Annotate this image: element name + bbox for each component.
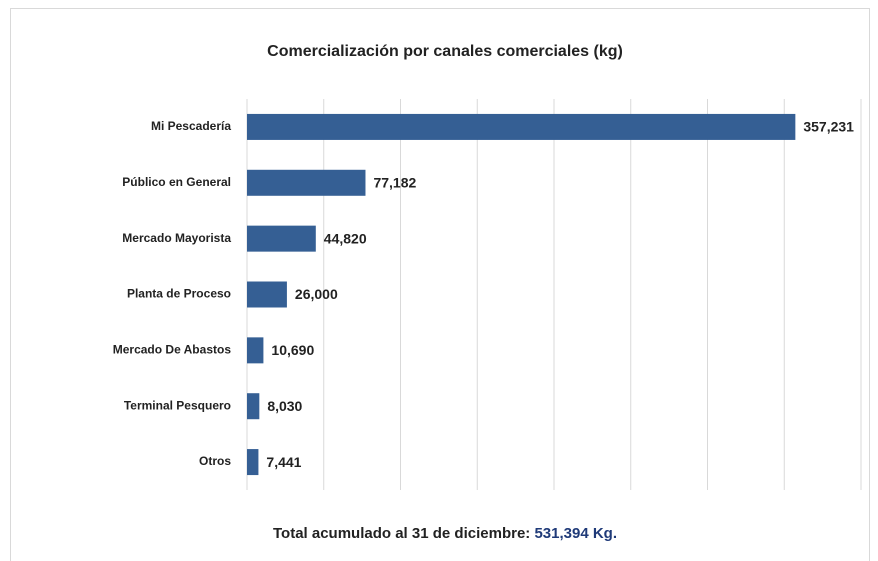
y-tick-label: Terminal Pesquero: [124, 398, 231, 412]
y-tick-label: Planta de Proceso: [127, 287, 231, 301]
y-tick-label: Mercado Mayorista: [122, 231, 231, 245]
bar: [247, 281, 287, 308]
data-label: 10,690: [271, 342, 314, 358]
y-tick-label: Otros: [199, 454, 231, 468]
chart-title: Comercialización por canales comerciales…: [267, 43, 623, 60]
y-tick-label: Público en General: [122, 175, 231, 189]
data-label: 44,820: [324, 230, 367, 246]
bar: [247, 393, 260, 420]
data-label: 357,231: [803, 119, 854, 135]
bar: [247, 113, 796, 140]
data-label: 7,441: [266, 454, 301, 470]
y-tick-label: Mercado De Abastos: [113, 343, 232, 357]
footnote-total: 531,394 Kg.: [534, 525, 617, 542]
data-label: 77,182: [373, 174, 416, 190]
bar: [247, 225, 316, 252]
data-label: 8,030: [267, 398, 302, 414]
data-label: 26,000: [295, 286, 338, 302]
chart-frame: [10, 8, 870, 561]
bar: [247, 337, 264, 364]
footnote: Total acumulado al 31 de diciembre: 531,…: [273, 525, 617, 542]
footnote-text: Total acumulado al 31 de diciembre:: [273, 525, 530, 542]
bar: [247, 169, 366, 196]
bar: [247, 449, 259, 476]
y-tick-label: Mi Pescadería: [151, 119, 231, 133]
